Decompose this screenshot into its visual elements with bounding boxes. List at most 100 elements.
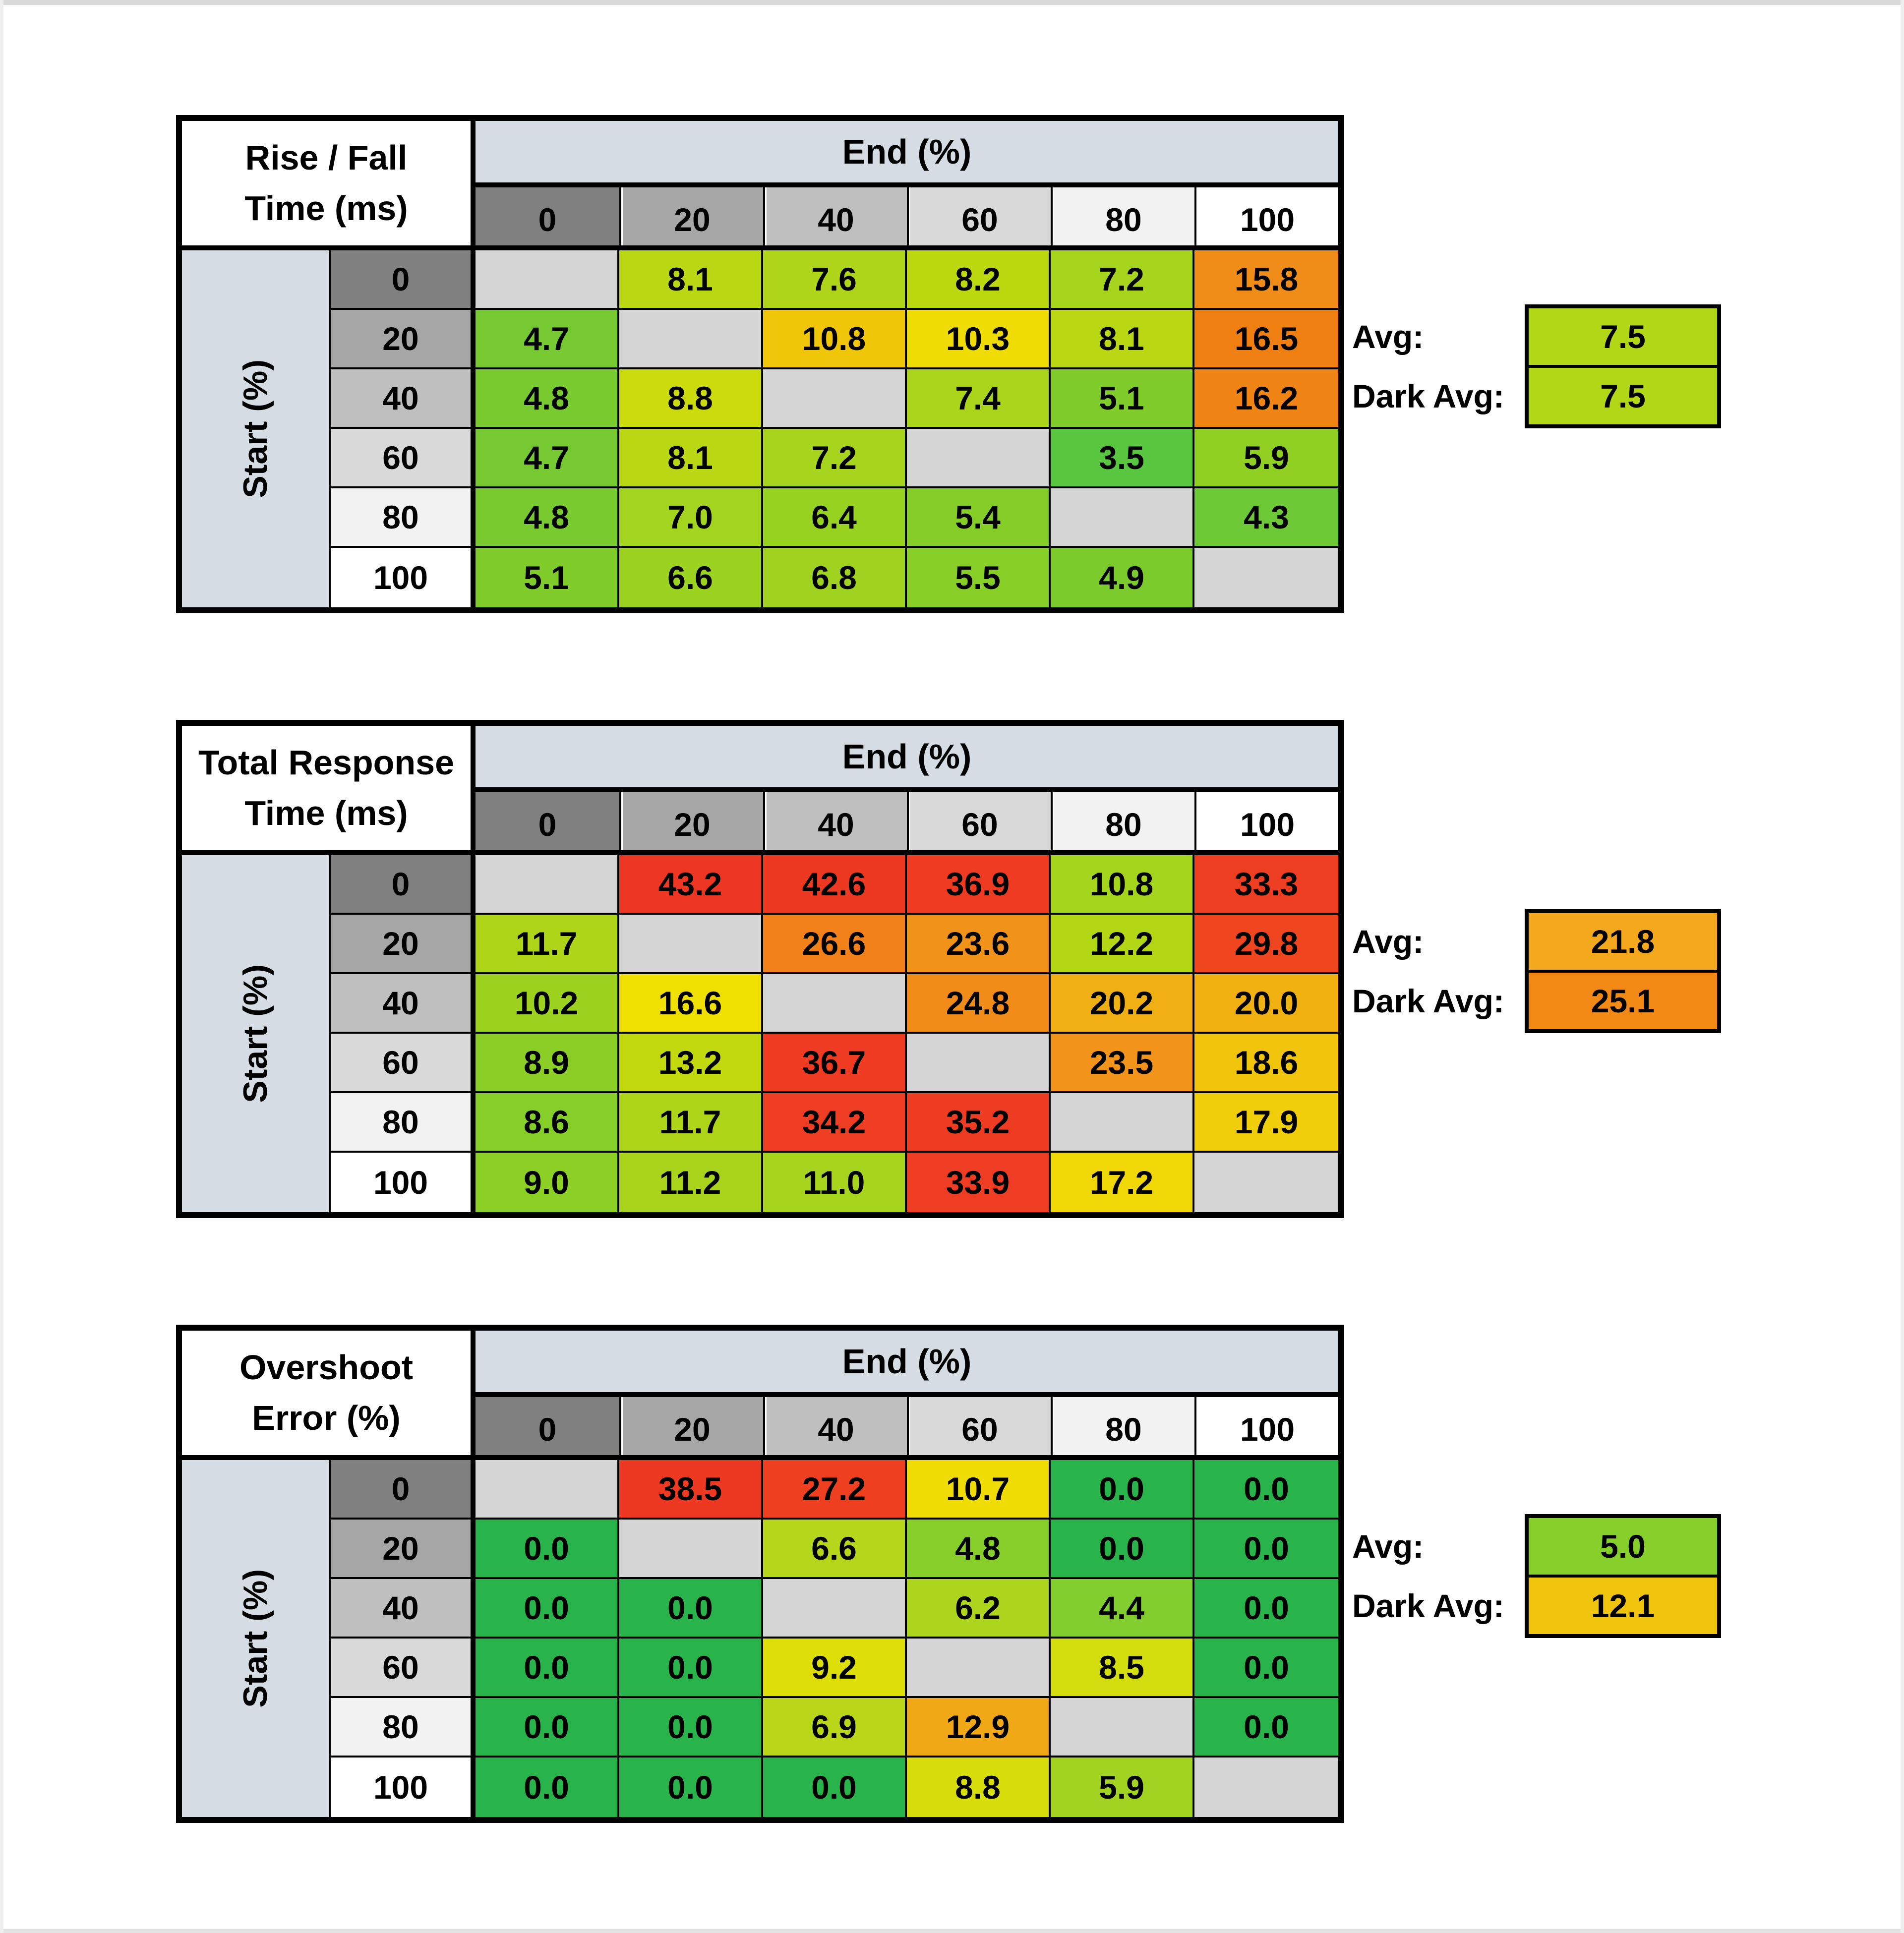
diagonal-cell	[619, 310, 763, 369]
table-title: Total Response Time (ms)	[182, 726, 476, 855]
diagonal-cell	[1194, 548, 1338, 607]
data-cell: 7.2	[1051, 250, 1194, 310]
data-cell: 6.8	[763, 548, 907, 607]
col-header: 20	[619, 187, 763, 250]
col-header: 100	[1194, 187, 1338, 250]
row-header: 80	[331, 1093, 476, 1153]
data-cell: 34.2	[763, 1093, 907, 1153]
data-cell: 17.9	[1194, 1093, 1338, 1153]
row-group-label: Start (%)	[237, 359, 274, 498]
data-cell: 42.6	[763, 855, 907, 915]
data-cell: 0.0	[1194, 1639, 1338, 1698]
data-cell: 17.2	[1051, 1153, 1194, 1212]
avg-label: Avg:	[1352, 923, 1424, 960]
data-cell: 9.0	[476, 1153, 619, 1212]
col-header: 40	[763, 1397, 907, 1460]
data-cell: 0.0	[1051, 1460, 1194, 1520]
col-header: 60	[907, 792, 1051, 855]
data-cell: 8.6	[476, 1093, 619, 1153]
avg-box: 5.0 12.1	[1525, 1514, 1721, 1638]
data-cell: 35.2	[907, 1093, 1051, 1153]
data-cell: 10.3	[907, 310, 1051, 369]
data-cell: 0.0	[476, 1579, 619, 1639]
rise-fall-time-table: Rise / Fall Time (ms) End (%) Start (%) …	[176, 115, 1721, 613]
data-cell: 7.2	[763, 429, 907, 488]
data-cell: 13.2	[619, 1034, 763, 1093]
column-group-header: End (%)	[476, 726, 1338, 792]
col-header: 100	[1194, 792, 1338, 855]
data-cell: 38.5	[619, 1460, 763, 1520]
data-cell: 24.8	[907, 974, 1051, 1034]
diagonal-cell	[1194, 1757, 1338, 1817]
screenshot-bottom-edge	[0, 1929, 1904, 1933]
table-title: Overshoot Error (%)	[182, 1331, 476, 1460]
data-cell: 6.6	[619, 548, 763, 607]
diagonal-cell	[1051, 488, 1194, 548]
data-cell: 8.1	[619, 250, 763, 310]
data-cell: 0.0	[1051, 1520, 1194, 1579]
data-cell: 8.9	[476, 1034, 619, 1093]
data-cell: 23.6	[907, 915, 1051, 974]
data-cell: 10.8	[763, 310, 907, 369]
data-cell: 16.5	[1194, 310, 1338, 369]
data-cell: 0.0	[619, 1698, 763, 1757]
data-cell: 33.9	[907, 1153, 1051, 1212]
avg-value: 7.5	[1529, 308, 1717, 368]
data-cell: 4.8	[907, 1520, 1051, 1579]
diagonal-cell	[1051, 1698, 1194, 1757]
column-group-header: End (%)	[476, 1331, 1338, 1397]
row-header: 100	[331, 548, 476, 607]
row-header: 60	[331, 1034, 476, 1093]
data-cell: 26.6	[763, 915, 907, 974]
table-title-line2: Time (ms)	[244, 793, 408, 832]
diagonal-cell	[907, 429, 1051, 488]
row-group-header: Start (%)	[182, 1460, 331, 1817]
row-header: 40	[331, 974, 476, 1034]
data-cell: 16.6	[619, 974, 763, 1034]
data-cell: 36.9	[907, 855, 1051, 915]
col-header: 0	[476, 1397, 619, 1460]
data-cell: 6.6	[763, 1520, 907, 1579]
row-header: 100	[331, 1153, 476, 1212]
data-cell: 6.2	[907, 1579, 1051, 1639]
data-cell: 33.3	[1194, 855, 1338, 915]
data-cell: 5.1	[476, 548, 619, 607]
data-cell: 20.0	[1194, 974, 1338, 1034]
row-header: 0	[331, 250, 476, 310]
row-header: 20	[331, 310, 476, 369]
data-cell: 6.4	[763, 488, 907, 548]
row-header: 60	[331, 1639, 476, 1698]
table-title: Rise / Fall Time (ms)	[182, 121, 476, 250]
table-title-line1: Total Response	[198, 743, 454, 782]
diagonal-cell	[476, 855, 619, 915]
diagonal-cell	[763, 369, 907, 429]
data-cell: 0.0	[1194, 1520, 1338, 1579]
dark-avg-label: Dark Avg:	[1352, 1587, 1504, 1624]
data-cell: 5.9	[1051, 1757, 1194, 1817]
data-cell: 0.0	[476, 1639, 619, 1698]
data-cell: 27.2	[763, 1460, 907, 1520]
data-cell: 0.0	[1194, 1698, 1338, 1757]
row-group-label: Start (%)	[237, 964, 274, 1103]
avg-label: Avg:	[1352, 318, 1424, 355]
col-header: 60	[907, 1397, 1051, 1460]
diagonal-cell	[619, 1520, 763, 1579]
data-cell: 0.0	[476, 1757, 619, 1817]
row-group-header: Start (%)	[182, 855, 331, 1212]
row-header: 80	[331, 1698, 476, 1757]
avg-value: 5.0	[1529, 1518, 1717, 1578]
data-cell: 11.7	[619, 1093, 763, 1153]
dark-avg-label: Dark Avg:	[1352, 378, 1504, 414]
data-cell: 11.7	[476, 915, 619, 974]
data-cell: 0.0	[619, 1579, 763, 1639]
screenshot-top-edge	[0, 0, 1904, 5]
diagonal-cell	[763, 974, 907, 1034]
data-cell: 8.8	[907, 1757, 1051, 1817]
screenshot-right-edge	[1901, 0, 1904, 1933]
data-cell: 36.7	[763, 1034, 907, 1093]
data-cell: 12.2	[1051, 915, 1194, 974]
row-header: 80	[331, 488, 476, 548]
data-cell: 4.9	[1051, 548, 1194, 607]
table-title-line2: Error (%)	[252, 1398, 401, 1437]
data-cell: 4.7	[476, 310, 619, 369]
